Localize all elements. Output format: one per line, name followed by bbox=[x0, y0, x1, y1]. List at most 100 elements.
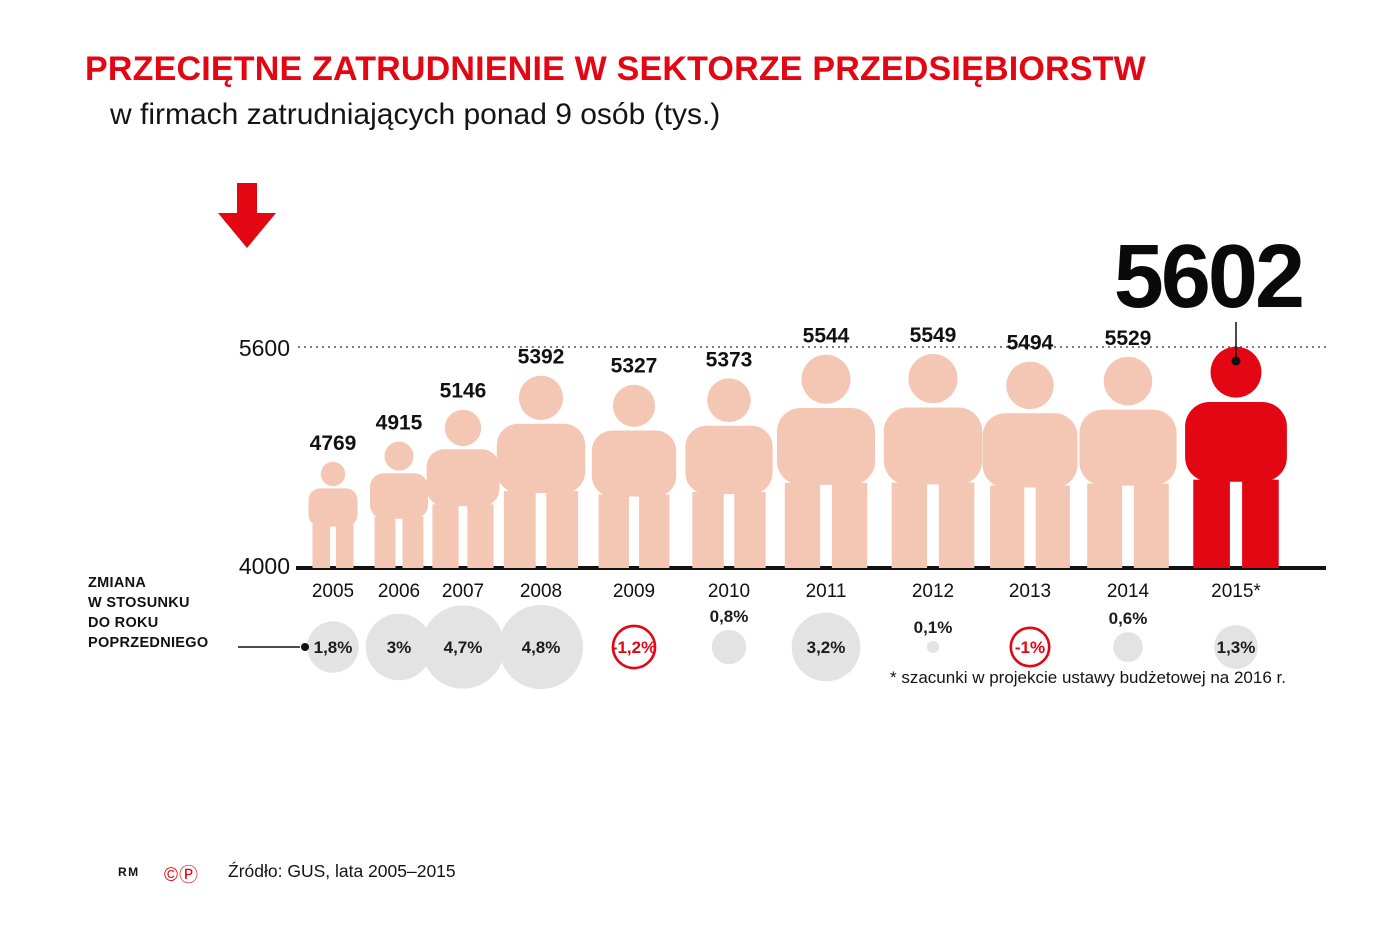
person-left-leg-2007 bbox=[432, 504, 459, 568]
page-subtitle: w firmach zatrudniających ponad 9 osób (… bbox=[110, 98, 721, 131]
person-body-2012 bbox=[883, 407, 983, 485]
person-left-leg-2006 bbox=[374, 516, 396, 568]
person-head-2013 bbox=[1006, 361, 1054, 410]
footnote: * szacunki w projekcie ustawy budżetowej… bbox=[890, 668, 1286, 687]
person-body-2015 bbox=[1185, 402, 1287, 482]
year-label-2015: 2015* bbox=[1211, 581, 1261, 602]
highlight-value: 5602 bbox=[1113, 227, 1305, 327]
value-label-2011: 5544 bbox=[803, 325, 850, 348]
change-bubble-2014 bbox=[1113, 632, 1143, 662]
change-bubble-2010 bbox=[711, 629, 747, 665]
person-body-2009 bbox=[591, 430, 677, 497]
change-bubble-2015 bbox=[1214, 625, 1258, 669]
year-label-2014: 2014 bbox=[1107, 581, 1150, 602]
change-value-2006: 3% bbox=[387, 638, 412, 657]
person-head-2015 bbox=[1210, 346, 1262, 398]
copyright-icon: © bbox=[164, 865, 179, 886]
change-bubble-2009 bbox=[611, 624, 657, 670]
person-figure-2008 bbox=[496, 375, 586, 568]
value-label-2008: 5392 bbox=[518, 346, 565, 369]
person-head-2009 bbox=[612, 384, 656, 427]
copyright-icons: ©Ⓟ bbox=[164, 860, 199, 887]
person-head-2011 bbox=[801, 354, 851, 404]
change-value-2010: 0,8% bbox=[710, 607, 749, 626]
person-head-2012 bbox=[908, 354, 958, 404]
y-tick-5600: 5600 bbox=[239, 335, 290, 361]
change-value-2015: 1,3% bbox=[1217, 638, 1256, 657]
change-label-connector-dot bbox=[301, 643, 309, 651]
change-value-2009: -1,2% bbox=[612, 638, 656, 657]
person-body-2011 bbox=[776, 408, 876, 485]
person-figure-2009 bbox=[591, 384, 677, 568]
person-right-leg-2012 bbox=[938, 482, 975, 568]
change-bubble-2008 bbox=[498, 604, 584, 690]
change-bubble-2011 bbox=[791, 612, 861, 682]
year-label-2013: 2013 bbox=[1009, 581, 1051, 602]
rm-logo: RM bbox=[118, 865, 140, 879]
person-left-leg-2012 bbox=[891, 482, 928, 568]
down-arrow-icon bbox=[216, 183, 278, 249]
change-value-2008: 4,8% bbox=[522, 638, 561, 657]
person-body-2013 bbox=[982, 413, 1078, 488]
person-right-leg-2009 bbox=[639, 494, 670, 568]
person-left-leg-2011 bbox=[784, 482, 821, 568]
change-value-2013: -1% bbox=[1015, 638, 1045, 657]
change-bubble-2007 bbox=[421, 605, 505, 689]
change-value-2005: 1,8% bbox=[314, 638, 353, 657]
change-axis-label-line: ZMIANA bbox=[88, 575, 147, 591]
person-left-leg-2014 bbox=[1087, 483, 1123, 568]
person-right-leg-2006 bbox=[402, 516, 424, 568]
change-value-2014: 0,6% bbox=[1109, 609, 1148, 628]
person-left-leg-2010 bbox=[692, 492, 724, 568]
page-title: PRZECIĘTNE ZATRUDNIENIE W SEKTORZE PRZED… bbox=[85, 49, 1146, 88]
person-head-2007 bbox=[444, 409, 482, 447]
person-right-leg-2014 bbox=[1133, 483, 1169, 568]
person-head-2014 bbox=[1103, 356, 1153, 406]
value-label-2006: 4915 bbox=[376, 412, 423, 435]
person-figure-2014 bbox=[1079, 356, 1177, 568]
person-right-leg-2013 bbox=[1035, 485, 1070, 568]
person-right-leg-2007 bbox=[467, 504, 494, 568]
change-axis-label-line: W STOSUNKU bbox=[88, 595, 190, 611]
person-head-2006 bbox=[384, 441, 414, 471]
change-axis-label-line: POPRZEDNIEGO bbox=[88, 635, 209, 651]
person-figure-2010 bbox=[685, 378, 773, 568]
person-left-leg-2015 bbox=[1193, 479, 1230, 568]
person-body-2010 bbox=[685, 425, 773, 495]
change-bubble-2006 bbox=[365, 613, 433, 681]
change-bubble-2005 bbox=[307, 621, 359, 673]
person-body-2008 bbox=[496, 423, 586, 494]
year-label-2006: 2006 bbox=[378, 581, 420, 602]
value-label-2014: 5529 bbox=[1105, 327, 1152, 350]
source-text: Źródło: GUS, lata 2005–2015 bbox=[228, 861, 456, 881]
person-left-leg-2009 bbox=[598, 494, 629, 568]
person-right-leg-2015 bbox=[1242, 479, 1279, 568]
person-figure-2011 bbox=[776, 354, 876, 568]
y-tick-4000: 4000 bbox=[239, 553, 290, 579]
person-figure-2007 bbox=[426, 409, 500, 568]
person-head-2005 bbox=[320, 461, 346, 487]
person-right-leg-2008 bbox=[546, 491, 579, 568]
person-head-2010 bbox=[707, 378, 751, 422]
phonogram-copyright-icon: Ⓟ bbox=[179, 865, 200, 886]
change-value-2007: 4,7% bbox=[444, 638, 483, 657]
change-bubble-2013 bbox=[1009, 626, 1051, 668]
person-left-leg-2008 bbox=[503, 491, 536, 568]
value-label-2013: 5494 bbox=[1007, 332, 1054, 355]
person-head-2008 bbox=[518, 375, 564, 420]
person-figure-2015 bbox=[1185, 346, 1287, 568]
change-value-2012: 0,1% bbox=[914, 618, 953, 637]
person-right-leg-2011 bbox=[831, 482, 868, 568]
person-right-leg-2010 bbox=[734, 492, 766, 568]
person-body-2014 bbox=[1079, 409, 1177, 486]
person-left-leg-2013 bbox=[990, 485, 1025, 568]
value-label-2009: 5327 bbox=[611, 355, 658, 378]
change-axis-label: ZMIANA W STOSUNKU DO ROKU POPRZEDNIEGO bbox=[88, 573, 208, 653]
year-label-2009: 2009 bbox=[613, 581, 655, 602]
value-label-2010: 5373 bbox=[706, 348, 753, 371]
change-axis-label-line: DO ROKU bbox=[88, 615, 159, 631]
year-label-2012: 2012 bbox=[912, 581, 954, 602]
year-label-2008: 2008 bbox=[520, 581, 562, 602]
highlight-pointer-dot bbox=[1231, 356, 1241, 366]
